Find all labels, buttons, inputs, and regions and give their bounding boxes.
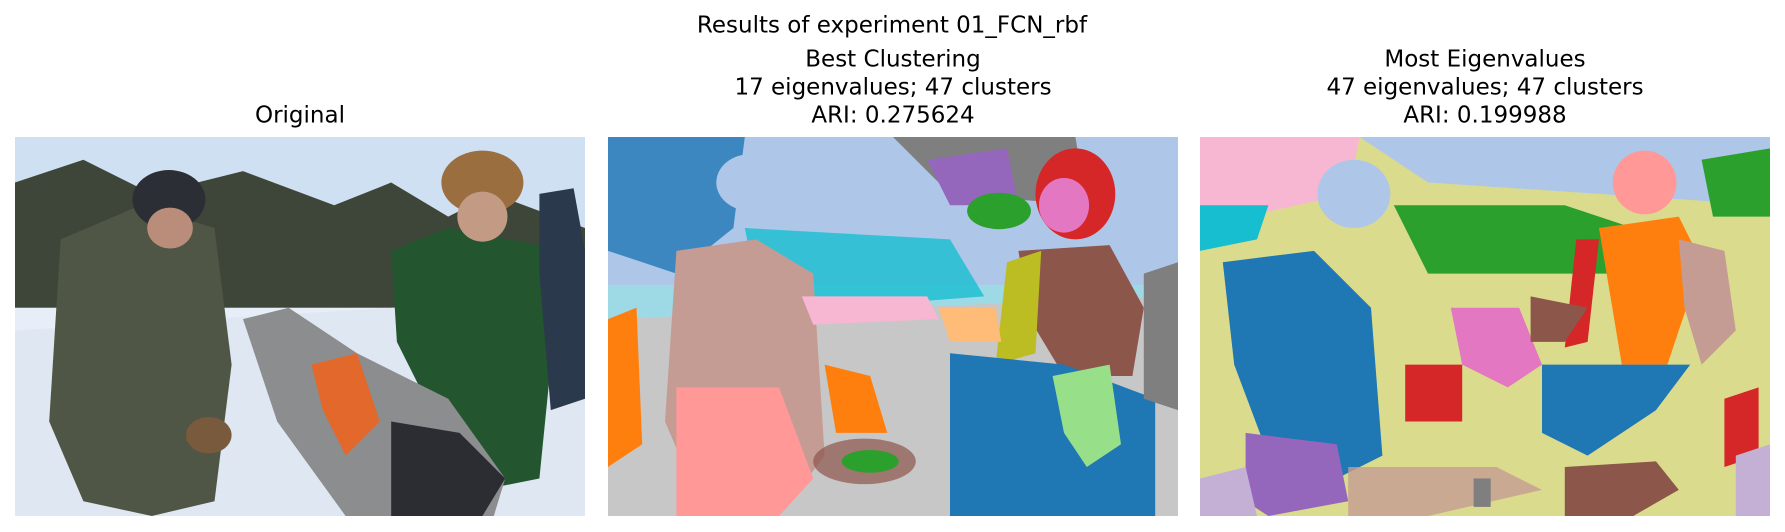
hat-left [132,170,206,230]
segment [1564,461,1679,516]
segment [1222,250,1383,479]
segment [1530,296,1588,342]
segment [1348,467,1542,516]
harness [311,353,380,456]
segment [1018,245,1144,377]
segment [608,307,643,468]
segment [1678,239,1736,365]
segment [1724,387,1759,468]
segment [608,137,745,274]
segment [927,148,1019,206]
segment [801,296,939,325]
segment [716,154,785,211]
man-left [49,205,232,516]
fur-hat [441,150,524,215]
best-clustering-image [608,137,1178,516]
segment [1612,150,1677,215]
dog2 [391,421,506,516]
segment [1245,432,1349,516]
panel-title: Original [255,103,345,129]
segment [1200,205,1269,251]
segment [1701,148,1770,217]
panel-subtitle: ARI: 0.199988 [1403,103,1566,129]
face-left [147,207,193,249]
face-right [457,191,508,242]
panel-subtitle: ARI: 0.275624 [811,103,974,129]
segment [1052,364,1121,468]
figure-title: Results of experiment 01_FCN_rbf [697,13,1088,39]
segment [824,364,888,433]
segment [1405,364,1463,422]
most-eigenvalues-image [1200,137,1770,516]
segment [995,250,1042,365]
panel-title: Best Clustering [805,47,980,73]
segment [1143,262,1178,411]
panel-subtitle: 47 eigenvalues; 47 clusters [1326,75,1643,101]
person-bg [539,188,585,411]
segment [967,192,1031,230]
segment [676,387,814,516]
segment [1200,467,1257,516]
man-right [391,228,551,490]
segment [1038,177,1090,233]
panel-subtitle: 17 eigenvalues; 47 clusters [734,75,1051,101]
segment [841,449,899,473]
segment [1599,216,1702,365]
panel-title: Most Eigenvalues [1384,47,1585,73]
segment [1450,307,1542,388]
segment [1473,478,1491,507]
segment [1735,444,1770,516]
segment [938,307,1002,342]
glove [186,416,232,454]
original-image [15,137,585,516]
segment [1317,159,1391,229]
segment [1542,364,1691,456]
